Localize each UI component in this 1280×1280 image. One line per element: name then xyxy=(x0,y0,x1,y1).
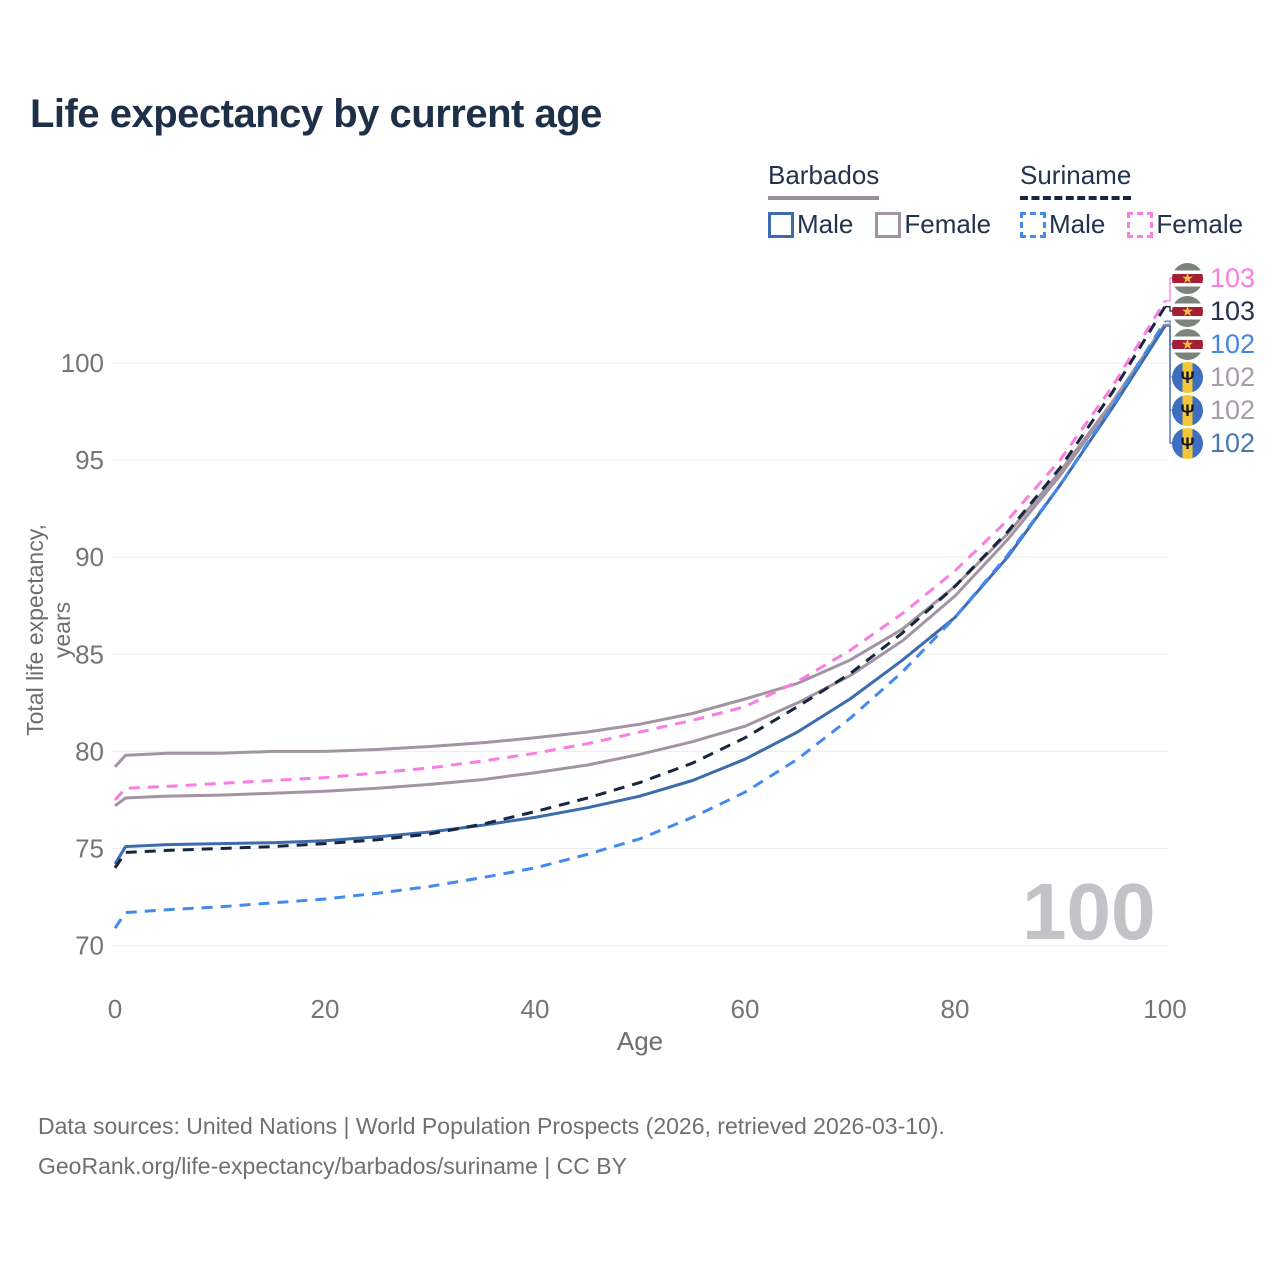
end-value: 102 xyxy=(1210,328,1256,359)
legend-label: Male xyxy=(1049,209,1106,239)
data-source-line: Data sources: United Nations | World Pop… xyxy=(38,1113,945,1139)
svg-text:80: 80 xyxy=(941,994,970,1024)
page-title: Life expectancy by current age xyxy=(30,92,602,136)
svg-text:100: 100 xyxy=(1143,994,1186,1024)
legend-country-suriname: Suriname xyxy=(1020,160,1132,200)
legend-toggle-suriname-female[interactable]: Female xyxy=(1127,209,1243,240)
x-axis-title: Age xyxy=(616,1026,664,1056)
suriname-female-swatch xyxy=(1127,211,1154,238)
suriname-flag-icon: ★ xyxy=(1172,328,1203,360)
suriname-flag-icon: ★ xyxy=(1172,262,1203,294)
attribution-line: GeoRank.org/life-expectancy/barbados/sur… xyxy=(38,1153,627,1179)
barbados-male-swatch xyxy=(768,211,794,238)
barbados-flag-icon: Ψ xyxy=(1172,394,1203,426)
end-label-row: ★ 102 xyxy=(1172,327,1255,361)
end-value: 102 xyxy=(1210,427,1256,458)
legend-group-barbados: Barbados Male Female xyxy=(768,160,991,240)
legend-country-barbados: Barbados xyxy=(768,160,880,200)
end-label-row: ★ 103 xyxy=(1172,294,1255,328)
legend-toggle-barbados-male[interactable]: Male xyxy=(768,209,853,240)
svg-text:100: 100 xyxy=(61,348,104,378)
end-label-row: ★ 103 xyxy=(1172,261,1255,295)
legend-group-suriname: Suriname Male Female xyxy=(1020,160,1243,240)
svg-text:0: 0 xyxy=(108,994,122,1024)
end-value: 102 xyxy=(1210,361,1256,392)
svg-text:60: 60 xyxy=(731,994,760,1024)
svg-text:40: 40 xyxy=(521,994,550,1024)
suriname-flag-icon: ★ xyxy=(1172,295,1203,327)
barbados-flag-icon: Ψ xyxy=(1172,361,1203,393)
legend-toggle-suriname-male[interactable]: Male xyxy=(1020,209,1105,240)
end-label-row: Ψ 102 xyxy=(1172,426,1255,460)
y-axis-title: Total life expectancy, years xyxy=(22,524,75,736)
end-value: 103 xyxy=(1210,295,1256,326)
barbados-flag-icon: Ψ xyxy=(1172,427,1203,459)
end-value: 102 xyxy=(1210,394,1256,425)
legend-toggle-barbados-female[interactable]: Female xyxy=(875,209,991,240)
svg-text:85: 85 xyxy=(75,639,104,669)
legend-label: Female xyxy=(1156,209,1244,239)
footer: Data sources: United Nations | World Pop… xyxy=(38,1106,945,1186)
end-label-row: Ψ 102 xyxy=(1172,393,1255,427)
suriname-male-swatch xyxy=(1020,211,1046,238)
svg-text:90: 90 xyxy=(75,542,104,572)
age-counter-watermark: 100 xyxy=(1022,867,1156,956)
svg-text:95: 95 xyxy=(75,445,104,475)
end-label-row: Ψ 102 xyxy=(1172,360,1255,394)
svg-text:70: 70 xyxy=(75,931,104,961)
legend-label: Female xyxy=(904,209,992,239)
legend-label: Male xyxy=(797,209,854,239)
svg-text:80: 80 xyxy=(75,736,104,766)
barbados-female-swatch xyxy=(875,211,902,238)
end-value: 103 xyxy=(1210,262,1256,293)
svg-text:20: 20 xyxy=(311,994,340,1024)
svg-text:75: 75 xyxy=(75,834,104,864)
